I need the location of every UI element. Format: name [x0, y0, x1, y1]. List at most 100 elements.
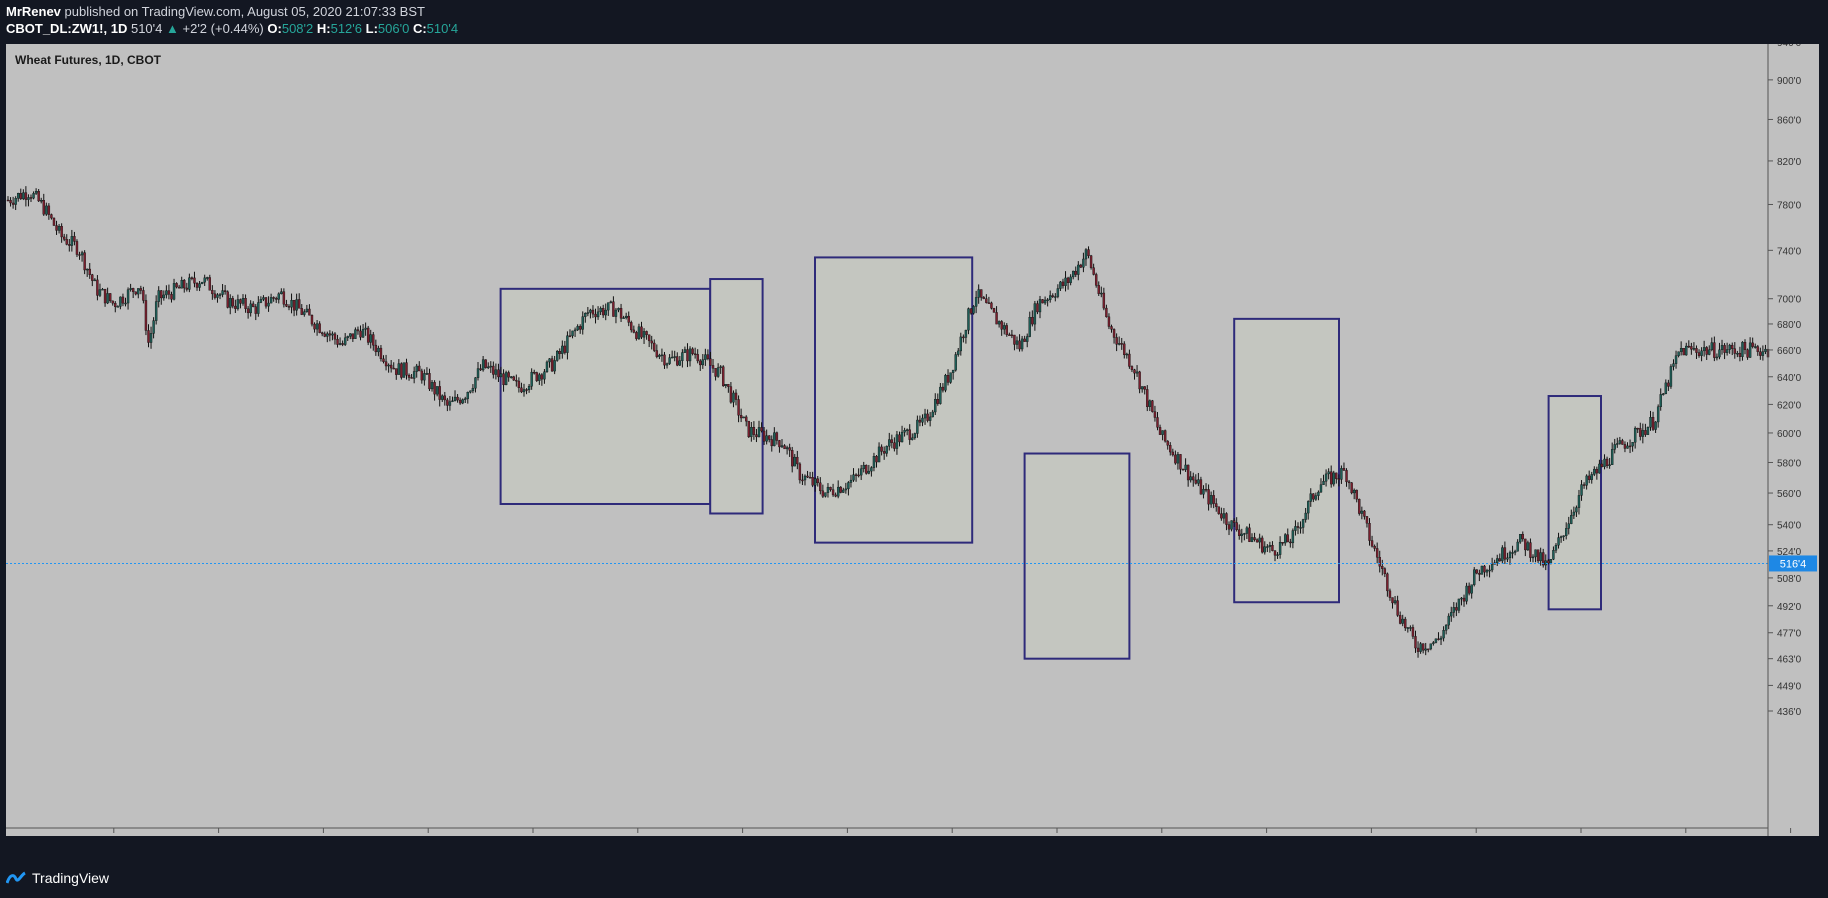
- candle-body: [458, 399, 462, 404]
- candle-body: [68, 244, 71, 246]
- price-chart[interactable]: 940'0 900'0 860'0 820'0 780'0 740'0 700'0 680'0…: [6, 38, 1819, 848]
- close-value: 510'4: [426, 21, 459, 36]
- open-label: O:: [267, 21, 282, 36]
- high-value: 512'6: [330, 21, 362, 36]
- candle-body: [946, 375, 950, 383]
- candle-body: [1375, 548, 1379, 558]
- candle-body: [663, 354, 666, 366]
- candle-body: [1317, 491, 1320, 496]
- candle-body: [803, 475, 807, 481]
- candle-body: [1066, 277, 1070, 283]
- candle-body: [939, 386, 942, 404]
- chart-area[interactable]: 940'0 900'0 860'0 820'0 780'0 740'0 700'0 680'0…: [6, 38, 1819, 848]
- candle-body: [1043, 299, 1047, 304]
- candle-body: [1120, 343, 1123, 345]
- candle-body: [290, 299, 293, 308]
- candle-body: [484, 359, 487, 368]
- candle-body: [768, 435, 771, 440]
- candle-body: [1396, 600, 1399, 616]
- candle-body: [246, 308, 250, 314]
- candle-body: [1636, 427, 1639, 430]
- candle-body: [647, 334, 651, 342]
- candle-body: [563, 345, 567, 353]
- candle-body: [93, 279, 97, 282]
- candle-body: [778, 440, 781, 448]
- candle-body: [73, 236, 76, 242]
- candle-body: [1465, 585, 1468, 602]
- candle-body: [1738, 352, 1742, 357]
- candle-body: [995, 312, 998, 325]
- candle-body: [1255, 539, 1259, 543]
- candle-body: [760, 427, 763, 432]
- candle-body: [1056, 288, 1060, 297]
- candle-body: [377, 347, 380, 353]
- candle-body: [134, 291, 137, 295]
- candle-body: [515, 379, 518, 382]
- candle-body: [1756, 346, 1759, 352]
- candle-body: [1123, 343, 1126, 355]
- candle-body: [829, 486, 832, 490]
- candle-body: [921, 417, 924, 423]
- candle-body: [1036, 303, 1039, 313]
- candle-body: [466, 392, 469, 399]
- candle-body: [844, 488, 848, 491]
- candle-body: [1672, 363, 1675, 367]
- candle-body: [1207, 489, 1210, 505]
- candle-body: [98, 289, 102, 296]
- candle-body: [520, 387, 523, 393]
- price-tick-label: 660'0: [1777, 346, 1802, 357]
- symbol-label[interactable]: CBOT_DL:ZW1!, 1D: [6, 21, 128, 36]
- candle-body: [1107, 316, 1111, 327]
- candle-body: [1105, 307, 1108, 318]
- candle-body: [190, 277, 194, 279]
- candle-body: [1381, 565, 1384, 569]
- candle-body: [1664, 382, 1668, 395]
- candle-body: [1038, 299, 1042, 313]
- candle-body: [1010, 334, 1014, 337]
- candles: [6, 186, 1770, 658]
- candle-body: [545, 361, 549, 373]
- candle-body: [1702, 347, 1706, 352]
- candle-body: [1718, 349, 1721, 358]
- candle-body: [908, 429, 911, 440]
- candle-body: [379, 347, 383, 360]
- candle-body: [504, 372, 508, 386]
- candle-body: [19, 193, 22, 200]
- candle-body: [880, 446, 883, 452]
- candle-body: [305, 308, 309, 312]
- candle-body: [1000, 321, 1003, 330]
- candle-body: [696, 354, 699, 362]
- candle-body: [1631, 442, 1634, 447]
- candle-body: [645, 331, 648, 336]
- candle-body: [1148, 400, 1152, 407]
- candle-body: [1605, 458, 1609, 466]
- candle-body: [108, 293, 112, 302]
- candle-body: [211, 290, 214, 295]
- candle-body: [1240, 533, 1243, 536]
- candle-body: [446, 399, 449, 406]
- candle-body: [1662, 393, 1665, 396]
- candle-body: [499, 373, 503, 378]
- candle-body: [1720, 345, 1724, 351]
- candle-body: [453, 396, 457, 401]
- candle-body: [791, 450, 794, 467]
- candle-body: [303, 311, 306, 315]
- chart-header: MrRenev published on TradingView.com, Au…: [0, 0, 1828, 44]
- candle-body: [1133, 369, 1136, 374]
- candle-body: [469, 390, 472, 393]
- candle-body: [1271, 544, 1274, 551]
- price-axis[interactable]: 940'0 900'0 860'0 820'0 780'0 740'0 700'0 680'0…: [1768, 38, 1802, 718]
- candle-body: [1401, 618, 1404, 624]
- candle-body: [1033, 303, 1037, 325]
- candle-body: [1309, 493, 1312, 502]
- author-name[interactable]: MrRenev: [6, 4, 61, 19]
- candle-body: [29, 197, 33, 199]
- candle-body: [57, 226, 61, 231]
- brand[interactable]: TradingView: [6, 870, 109, 886]
- candle-body: [642, 331, 646, 338]
- candle-body: [47, 205, 51, 215]
- candle-body: [144, 300, 148, 331]
- candle-body: [1503, 547, 1507, 560]
- candle-body: [389, 364, 393, 369]
- candle-body: [808, 477, 812, 479]
